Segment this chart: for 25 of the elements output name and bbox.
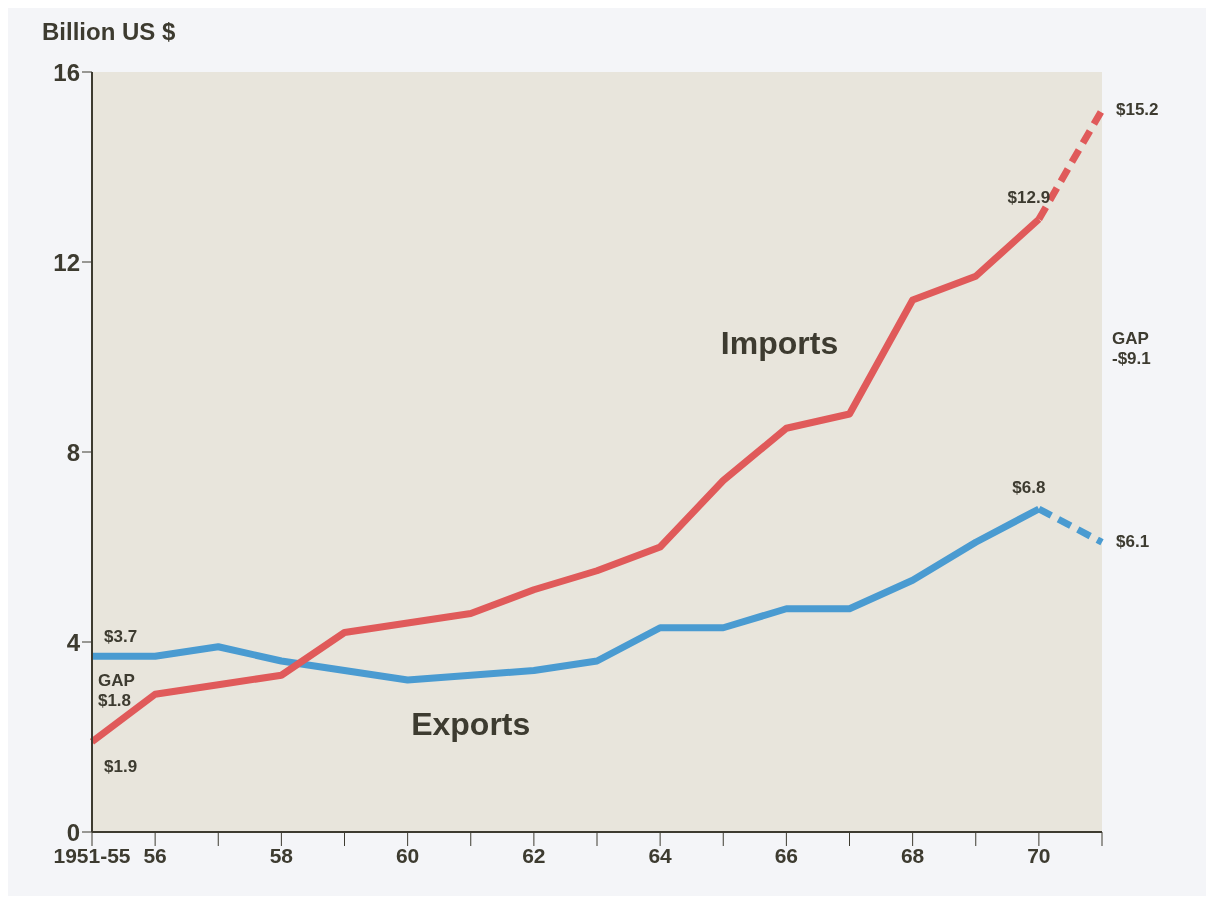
y-tick-label: 4 <box>66 628 81 656</box>
x-tick-label: 1951-55 <box>53 843 131 867</box>
x-tick-label: 56 <box>143 843 167 867</box>
x-tick-label: 58 <box>269 843 294 867</box>
data-label: $12.9 <box>1007 188 1051 208</box>
y-tick-label: 0 <box>66 818 80 846</box>
x-tick-label: 68 <box>900 843 925 867</box>
data-label: $3.7 <box>104 627 138 647</box>
y-tick-label: 12 <box>53 248 80 276</box>
y-tick-label: 16 <box>53 58 80 86</box>
y-axis-title: Billion US $ <box>41 17 177 47</box>
x-tick-label: 64 <box>648 843 673 867</box>
annotation: GAP $1.8 <box>97 670 136 711</box>
series-label: Exports <box>411 706 531 743</box>
x-tick-label: 70 <box>1027 843 1051 867</box>
text: GAP -$9.1 <box>1112 328 1152 369</box>
x-tick-label: 66 <box>774 843 799 867</box>
data-label: $1.9 <box>104 756 138 776</box>
x-tick-label: 60 <box>395 843 420 867</box>
series-label: Imports <box>720 325 839 361</box>
y-tick-label: 8 <box>66 438 80 466</box>
data-label: $6.8 <box>1012 478 1046 497</box>
data-label: $15.2 <box>1116 100 1159 119</box>
x-tick-label: 62 <box>522 843 546 867</box>
data-label: $6.1 <box>1116 532 1150 552</box>
